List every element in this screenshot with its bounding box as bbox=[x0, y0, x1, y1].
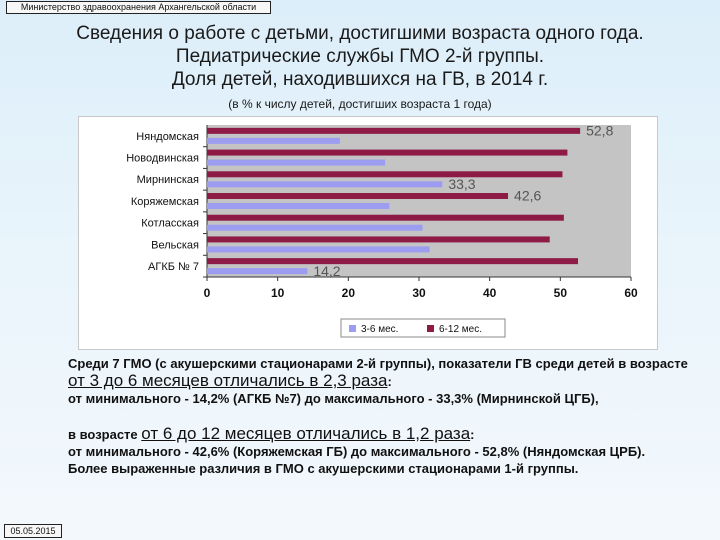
legend-box bbox=[340, 318, 506, 338]
summary-p1-start: Среди 7 ГМО (с акушерскими стационарами … bbox=[68, 356, 688, 371]
organization-label: Министерство здравоохранения Архангельск… bbox=[6, 1, 271, 14]
summary-p3-start: в возрасте bbox=[68, 427, 142, 442]
bar-6-12 bbox=[207, 214, 564, 221]
chart-svg: Няндомская Новодвинская Мирнинская Коряжемс… bbox=[126, 123, 638, 338]
x-tick-label: 20 bbox=[342, 286, 356, 300]
bar-3-6 bbox=[207, 246, 430, 253]
data-label: 42,6 bbox=[514, 188, 541, 204]
slide-title: Сведения о работе с детьми, достигшими в… bbox=[40, 22, 680, 91]
x-tick-label: 40 bbox=[483, 286, 497, 300]
date-label: 05.05.2015 bbox=[4, 524, 62, 538]
bar-3-6 bbox=[207, 203, 390, 209]
x-tick-label: 30 bbox=[412, 286, 426, 300]
category-label: Мирнинская bbox=[137, 174, 199, 186]
category-label: АГКБ № 7 bbox=[148, 261, 199, 273]
bar-3-6 bbox=[207, 181, 443, 188]
summary-p1-highlight: от 3 до 6 месяцев отличались в 2,3 раза bbox=[68, 371, 388, 390]
category-label: Коряжемская bbox=[131, 196, 199, 208]
legend-swatch bbox=[349, 325, 356, 332]
summary-paragraph-5: Более выраженные различия в ГМО с акушер… bbox=[68, 461, 579, 476]
x-tick-label: 10 bbox=[271, 286, 285, 300]
summary-paragraph-2: от минимального - 14,2% (АГКБ №7) до мак… bbox=[68, 391, 599, 406]
x-tick-label: 0 bbox=[204, 286, 211, 300]
x-tick-label: 50 bbox=[554, 286, 568, 300]
title-line-1: Сведения о работе с детьми, достигшими в… bbox=[76, 23, 644, 44]
summary-text: Среди 7 ГМО (с акушерскими стационарами … bbox=[68, 355, 708, 477]
bar-3-6 bbox=[207, 137, 340, 144]
legend-label: 6-12 мес. bbox=[439, 324, 482, 335]
bar-3-6 bbox=[207, 268, 308, 275]
summary-p3-end: : bbox=[470, 427, 475, 442]
summary-paragraph-1: Среди 7 ГМО (с акушерскими стационарами … bbox=[68, 355, 708, 390]
bar-6-12 bbox=[207, 127, 581, 134]
bar-6-12 bbox=[207, 149, 568, 156]
summary-paragraph-4: от минимального - 42,6% (Коряжемская ГБ)… bbox=[68, 444, 646, 459]
category-label: Котласская bbox=[141, 218, 199, 230]
bar-6-12 bbox=[207, 171, 563, 178]
legend-swatch bbox=[427, 325, 434, 332]
category-label: Новодвинская bbox=[126, 152, 199, 164]
bar-3-6 bbox=[207, 159, 386, 166]
category-label: Няндомская bbox=[136, 131, 199, 143]
bar-6-12 bbox=[207, 193, 509, 199]
title-line-3: Доля детей, находившихся на ГВ, в 2014 г… bbox=[171, 69, 549, 90]
summary-paragraph-3: в возрасте от 6 до 12 месяцев отличались… bbox=[68, 425, 708, 443]
summary-p1-end: : bbox=[387, 374, 392, 389]
bar-6-12 bbox=[207, 236, 550, 243]
bar-chart: Няндомская Новодвинская Мирнинская Коряжемс… bbox=[78, 116, 658, 350]
plot-area bbox=[207, 125, 631, 277]
data-label: 33,3 bbox=[448, 176, 475, 192]
summary-p3-highlight: от 6 до 12 месяцев отличались в 1,2 раза bbox=[141, 424, 471, 443]
legend-label: 3-6 мес. bbox=[361, 324, 398, 335]
title-line-2: Педиатрические службы ГМО 2-й группы. bbox=[175, 46, 545, 67]
bar-6-12 bbox=[207, 258, 578, 265]
data-label: 14,2 bbox=[313, 263, 340, 279]
category-label: Вельская bbox=[151, 239, 199, 251]
x-tick-label: 60 bbox=[624, 286, 638, 300]
bar-3-6 bbox=[207, 224, 423, 231]
chart-subtitle: (в % к числу детей, достигших возраста 1… bbox=[228, 97, 492, 111]
data-label: 52,8 bbox=[586, 123, 613, 139]
